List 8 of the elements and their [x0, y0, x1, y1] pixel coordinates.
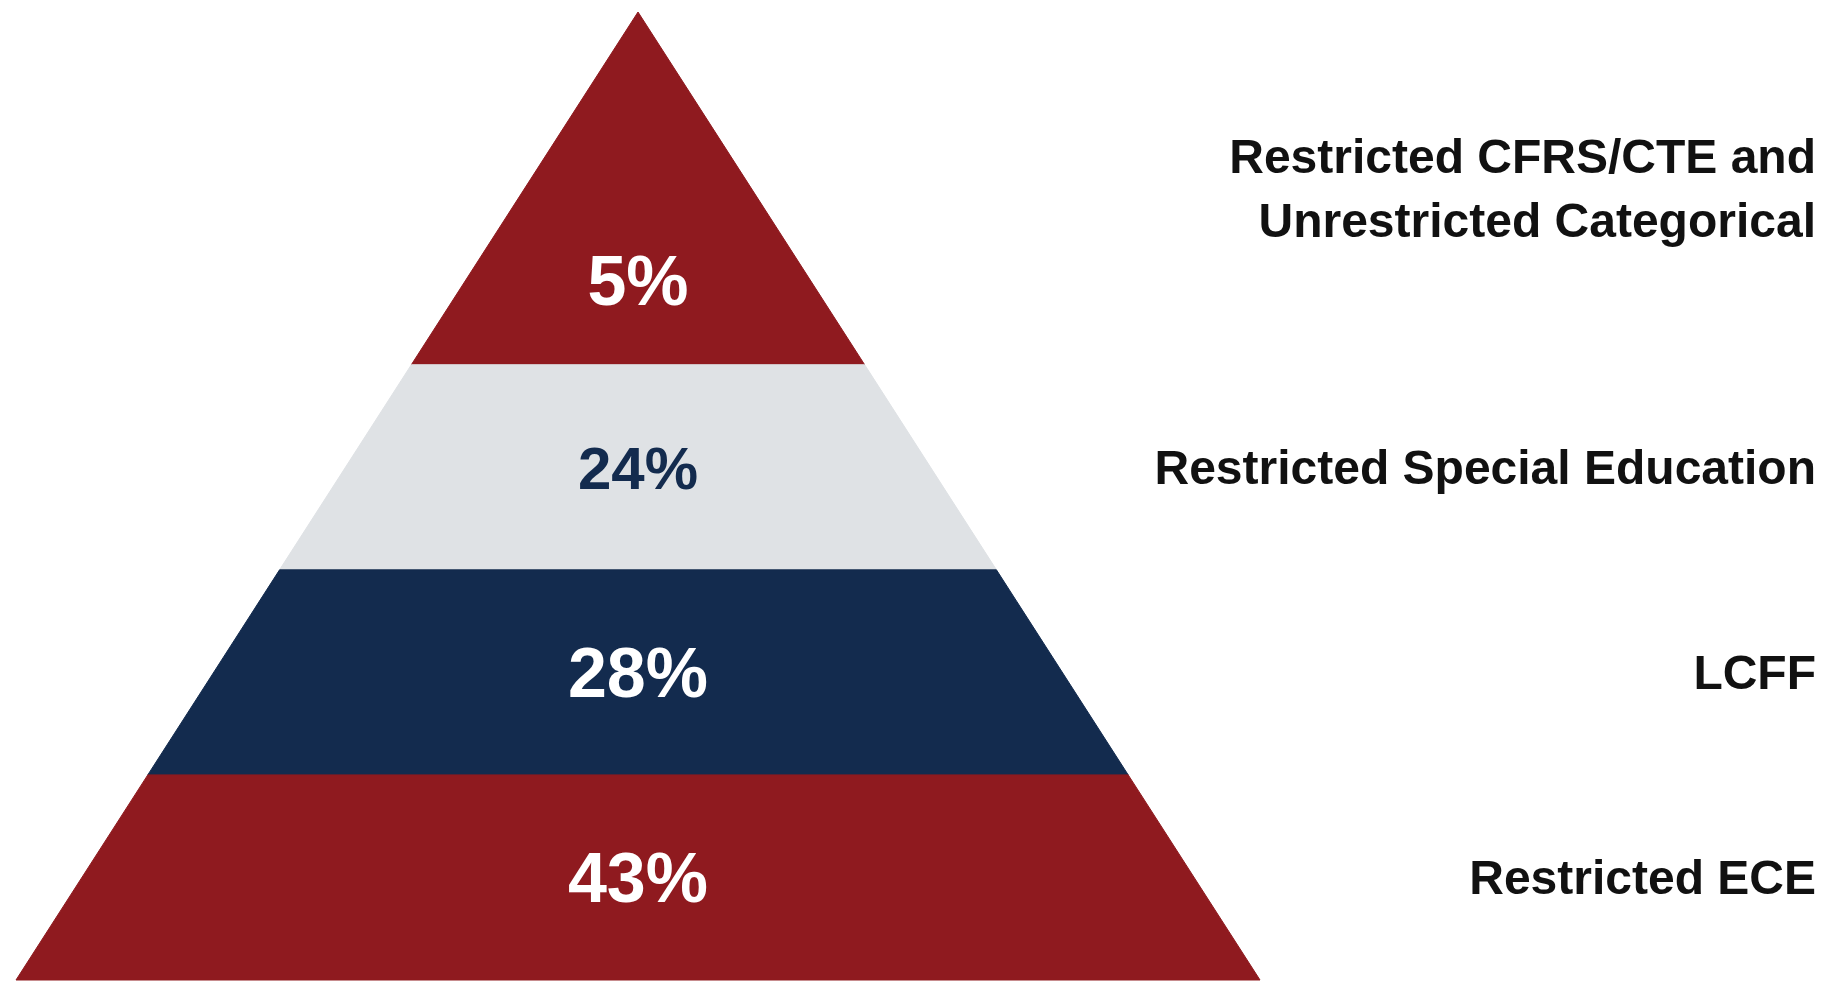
data-label: 24%: [577, 434, 699, 502]
category-label: Restricted CFRS/CTE and Unrestricted Categorical: [1229, 129, 1816, 247]
data-label: 43%: [567, 839, 709, 918]
category-label: LCFF: [1693, 645, 1816, 699]
category-label: Restricted Special Education: [1154, 440, 1816, 494]
data-label: 28%: [567, 634, 709, 713]
data-label: 5%: [587, 241, 689, 320]
category-label: Restricted ECE: [1469, 850, 1816, 904]
